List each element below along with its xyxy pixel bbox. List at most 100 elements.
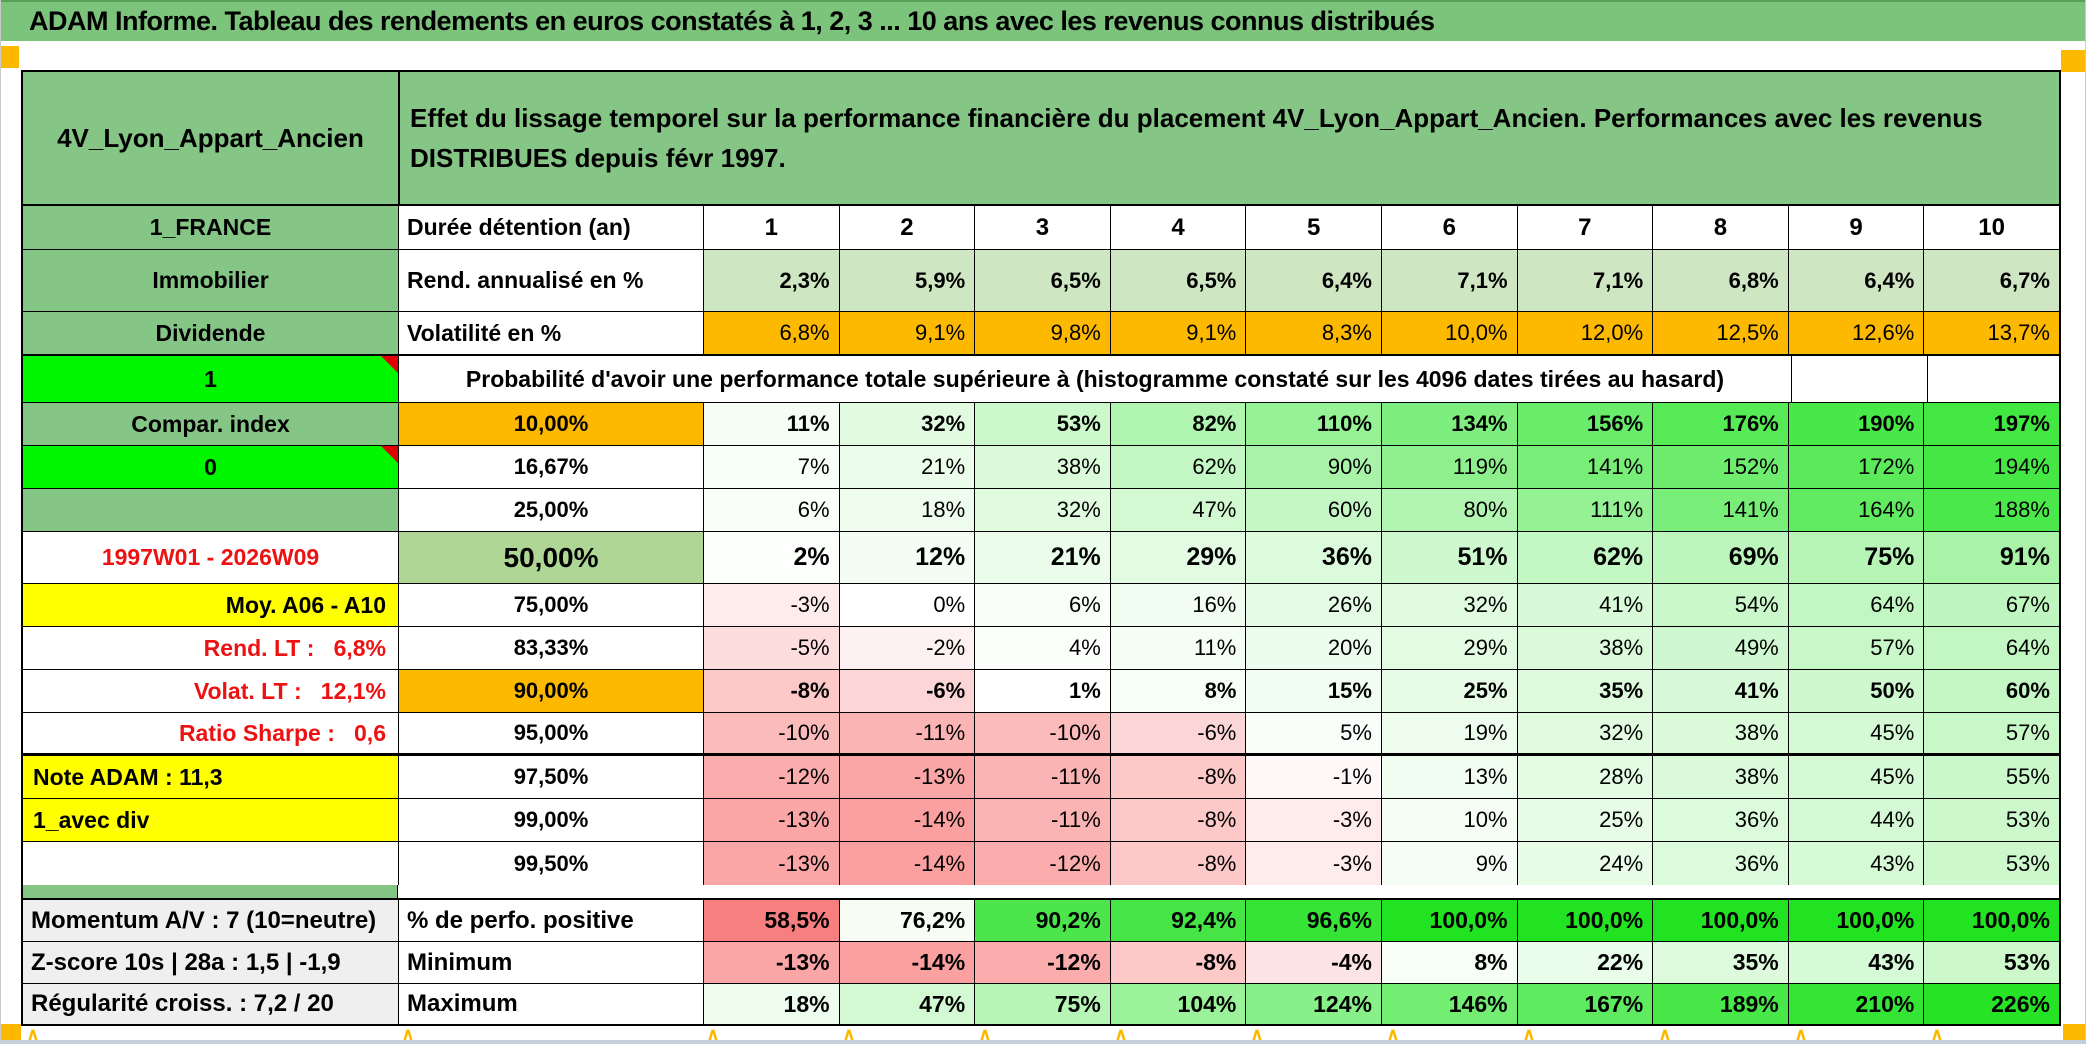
value-cell: 90% [1245,446,1381,488]
value-cell: 11% [703,403,839,445]
report-title: ADAM Informe. Tableau des rendements en … [29,6,1435,36]
cutoff-row-markers: ∧ ∧ ∧ ∧ ∧ ∧ ∧ ∧ ∧ ∧ ∧ ∧ [21,1026,2061,1042]
value-cell: 45% [1787,756,1924,798]
value-cell: 10,0% [1380,312,1517,354]
value-cell: 6% [974,584,1110,626]
value-cell: 210% [1787,984,1924,1024]
value-cell: 28% [1516,756,1653,798]
threshold-cell: 10,00% [398,403,703,445]
value-cell: 20% [1245,627,1381,669]
value-cell: 41% [1652,670,1788,712]
value-cell: 152% [1652,446,1788,488]
value-cell: 18% [838,489,975,531]
prob-row: Rend. LT : 6,8% 83,33% -5% -2% 4% 11% 20% 29% 38… [23,627,2059,670]
orange-marker-bottom-right [2063,1024,2085,1041]
value-cell: 24% [1516,842,1653,885]
summary-values: 58,5% 76,2% 90,2% 92,4% 96,6% 100,0% 100,0% 100… [703,900,2059,941]
value-cell: 10% [1380,799,1517,841]
value-cell: 6,8% [1652,250,1788,311]
value-cell: 9,1% [838,312,975,354]
cutoff-caret-icon: ∧ [1794,1026,1808,1042]
value-cell: 55% [1923,756,2059,798]
value-cell: 111% [1516,489,1653,531]
value-cell: 5% [1245,713,1381,753]
value-cell: 67% [1923,584,2059,626]
row-label: 1_FRANCE [23,206,398,249]
value-cell: 47% [838,984,975,1024]
prob-values: 6% 18% 32% 47% 60% 80% 111% 141% 164% 188% [703,489,2059,531]
value-cell: 176% [1652,403,1788,445]
value-cell: 96,6% [1245,900,1381,941]
value-cell: 12,0% [1516,312,1653,354]
value-cell: 6,4% [1245,250,1381,311]
value-cell: 29% [1109,532,1246,583]
value-cell: -4% [1245,942,1381,983]
value-cell: 12,6% [1787,312,1924,354]
row-sublabel: % de perfo. positive [398,900,703,941]
value-cell: -8% [1109,842,1246,885]
prob-row: Note ADAM : 11,3 97,50% -12% -13% -11% -8% -1%… [23,756,2059,799]
value-cell: 47% [1109,489,1246,531]
value-cell: 119% [1380,446,1517,488]
threshold-cell: 50,00% [398,532,703,583]
summary-row: Momentum A/V : 7 (10=neutre)% de perfo. … [23,900,2059,942]
value-cell: 6% [703,489,839,531]
value-cell: 100,0% [1923,900,2059,941]
value-cell: -11% [838,713,975,753]
value-cell: -11% [974,799,1110,841]
value-cell: 100,0% [1787,900,1924,941]
value-cell: 62% [1516,532,1653,583]
value-cell: -13% [703,842,839,885]
value-cell: 43% [1787,842,1924,885]
value-cell: 6,7% [1923,250,2059,311]
orange-marker-top-right [2061,50,2085,72]
comment-marker-icon [381,356,398,373]
column-header-cell: 3 [974,206,1110,249]
row-label: Note ADAM : 11,3 [23,756,398,798]
value-cell: 53% [974,403,1110,445]
value-cell: 41% [1516,584,1653,626]
value-cell: 19% [1380,713,1517,753]
cutoff-caret-icon: ∧ [1250,1026,1264,1042]
column-header-cell: 7 [1516,206,1653,249]
orange-marker-top-left [1,46,19,68]
value-cell: 1% [974,670,1110,712]
value-cell: 141% [1516,446,1653,488]
row-label: 1997W01 - 2026W09 [101,544,320,570]
value-cell: -12% [974,942,1110,983]
value-cell: 57% [1787,627,1924,669]
value-cell: 92,4% [1109,900,1246,941]
value-cell: 9,1% [1109,312,1246,354]
prob-row: 0 16,67% 7% 21% 38% 62% 90% 119% 141% 152% 172% 194… [23,446,2059,489]
prob-row: Volat. LT : 12,1% 90,00% -8% -6% 1% 8% 15% 25% 3… [23,670,2059,713]
value-cell: 60% [1245,489,1381,531]
value-cell: -10% [974,713,1110,753]
probability-rows: Compar. index 10,00% 11% 32% 53% 82% 110% 134% 1… [23,403,2059,885]
cutoff-caret-icon: ∧ [978,1026,992,1042]
value-cell: -3% [1245,799,1381,841]
probability-header-row: 1 Probabilité d'avoir une performance to… [23,356,2059,403]
value-cell: -5% [703,627,839,669]
value-cell: 80% [1380,489,1517,531]
value-cell: 64% [1923,627,2059,669]
value-cell: 15% [1245,670,1381,712]
value-cell: 197% [1923,403,2059,445]
empty-cell [1927,356,2059,402]
value-cell: 38% [1516,627,1653,669]
report-title-bar: ADAM Informe. Tableau des rendements en … [1,0,2085,44]
value-cell: 22% [1516,942,1653,983]
row-label: Momentum A/V : 7 (10=neutre) [23,900,398,941]
value-cell: 49% [1652,627,1788,669]
row-label: Z-score 10s | 28a : 1,5 | -1,9 [23,942,398,983]
value-cell: -3% [1245,842,1381,885]
value-cell: 76,2% [838,900,975,941]
value-cell: -10% [703,713,839,753]
orange-marker-bottom-left [1,1024,21,1041]
value-cell: 172% [1787,446,1924,488]
value-cell: 25% [1380,670,1517,712]
value-cell: 53% [1923,842,2059,885]
value-cell: 8% [1109,670,1246,712]
prob-values: -13% -14% -12% -8% -3% 9% 24% 36% 43% 53% [703,842,2059,885]
volatility-row: Dividende Volatilité en % 6,8% 9,1% 9,8% 9,… [23,312,2059,356]
value-cell: 2% [703,532,839,583]
